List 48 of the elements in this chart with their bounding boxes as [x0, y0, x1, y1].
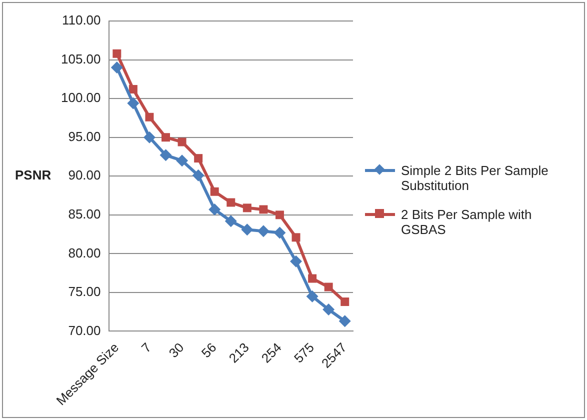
point: [322, 304, 335, 316]
y-tick-label: 105.00: [60, 51, 101, 66]
point: [145, 112, 154, 122]
point: [259, 205, 268, 214]
x-tick-label: 30: [166, 340, 187, 361]
point: [128, 85, 138, 94]
y-tick-label: 90.00: [68, 168, 101, 183]
point: [127, 97, 140, 110]
x-tick-label: 575: [290, 340, 317, 366]
point: [226, 198, 236, 207]
legend-label: Simple 2 Bits Per Sample Substitution: [401, 163, 550, 193]
point: [194, 154, 203, 163]
point: [340, 298, 350, 306]
y-tick-label: 95.00: [68, 128, 101, 144]
point: [110, 62, 123, 74]
point: [242, 204, 252, 212]
point: [192, 169, 204, 182]
point: [241, 224, 254, 236]
y-tick-label: 80.00: [68, 245, 101, 260]
y-tick-label: 70.00: [68, 322, 101, 338]
point: [324, 282, 333, 292]
y-tick-label: 85.00: [68, 206, 101, 222]
point: [224, 215, 237, 228]
legend-label: 2 Bits Per Sample with GSBAS: [401, 207, 533, 237]
point: [290, 255, 302, 268]
y-tick-label: 75.00: [68, 284, 101, 300]
x-tick-label: 7: [138, 340, 154, 356]
point: [160, 149, 172, 162]
point: [162, 133, 170, 142]
point: [275, 210, 284, 220]
point: [292, 233, 300, 242]
point: [208, 203, 221, 216]
point: [210, 187, 219, 196]
point: [112, 49, 122, 58]
point: [176, 154, 188, 167]
point: [338, 315, 351, 328]
point: [257, 225, 270, 238]
point: [143, 131, 156, 144]
x-tick-label: 56: [198, 340, 220, 361]
point: [274, 226, 286, 239]
y-axis-title: PSNR: [15, 168, 52, 183]
point: [306, 290, 318, 302]
point: [308, 274, 317, 283]
x-tick-label: 254: [258, 340, 284, 366]
x-tick-label: 213: [226, 340, 252, 366]
y-tick-label: 100.00: [60, 90, 101, 106]
point: [178, 138, 186, 146]
y-tick-label: 110.00: [62, 12, 101, 28]
